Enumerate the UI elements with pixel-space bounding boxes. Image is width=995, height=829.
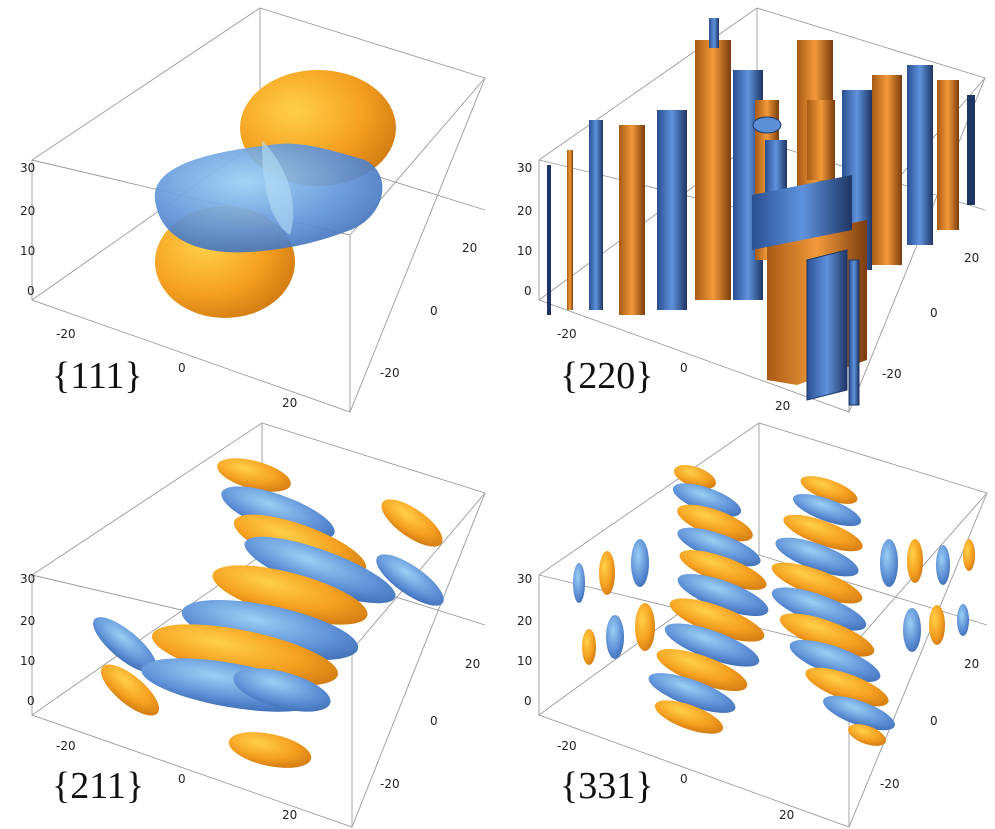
clover bbox=[752, 116, 782, 134]
sheet-orange bbox=[937, 80, 959, 230]
panel-label: {211} bbox=[52, 765, 145, 807]
panel-label: {111} bbox=[52, 355, 143, 397]
orbital-plot-111 bbox=[31, 7, 486, 413]
sheet-dark bbox=[547, 165, 551, 315]
sheet-blue bbox=[657, 110, 687, 310]
sheet-dark bbox=[967, 95, 975, 205]
orbital-plot-220 bbox=[538, 7, 986, 413]
panel-220: 30 20 10 0 -20 0 20 20 0 -20 {220} bbox=[497, 0, 994, 414]
sheet-orange bbox=[695, 40, 731, 300]
sheet-orange-front bbox=[752, 175, 852, 250]
orbital-plot-331 bbox=[538, 422, 988, 828]
sheet-orange bbox=[567, 150, 573, 310]
sheet-blue bbox=[907, 65, 933, 245]
orbital-shapes bbox=[547, 18, 975, 406]
orbital-shapes bbox=[154, 70, 396, 318]
sheet-blue-strip bbox=[848, 259, 860, 406]
sheet-orange bbox=[619, 125, 645, 315]
orbital-shapes bbox=[573, 464, 975, 746]
sheet-blue bbox=[709, 18, 719, 48]
sheet-blue-front bbox=[806, 249, 848, 401]
lobe-blue-cusp bbox=[262, 140, 294, 235]
panel-211: 30 20 10 0 -20 0 20 20 0 -20 {211} bbox=[0, 415, 497, 829]
orbital-plot-211 bbox=[31, 422, 486, 828]
sheet-blue bbox=[589, 120, 603, 310]
sheet-orange bbox=[807, 100, 835, 180]
orbital-shapes bbox=[93, 458, 444, 768]
panel-label: {220} bbox=[560, 355, 654, 397]
panel-331: 30 20 10 0 -20 0 20 20 0 -20 {331} bbox=[497, 415, 994, 829]
sheet-orange bbox=[872, 75, 902, 265]
panel-label: {331} bbox=[560, 765, 654, 807]
panel-111: 30 20 10 0 -20 0 20 20 0 -20 {111} bbox=[0, 0, 497, 414]
